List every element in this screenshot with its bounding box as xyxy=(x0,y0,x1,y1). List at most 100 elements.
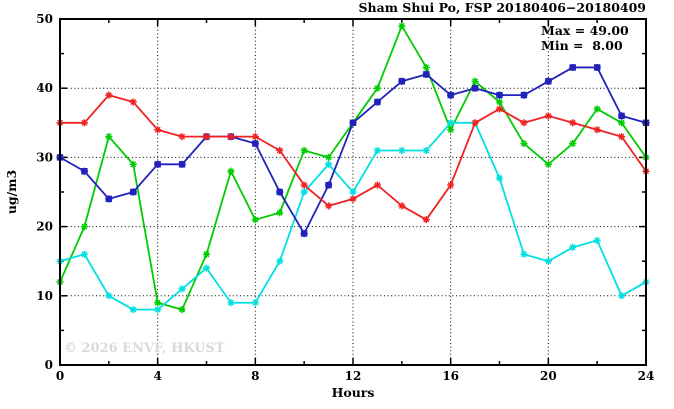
series-red-marker xyxy=(202,133,211,141)
series-green-marker xyxy=(569,139,577,148)
series-cyan-marker xyxy=(544,257,552,265)
series-blue-marker xyxy=(520,91,528,99)
series-green-marker xyxy=(324,153,333,161)
series-green-marker xyxy=(178,306,186,314)
series-red-marker xyxy=(154,126,162,134)
series-green-marker xyxy=(373,84,382,92)
series-blue-line xyxy=(59,66,647,235)
chart-title: Sham Shui Po, FSP 20180406−20180409 xyxy=(359,0,647,15)
series-cyan-marker xyxy=(154,306,162,314)
series-cyan-marker xyxy=(324,160,333,168)
series-blue-marker xyxy=(569,63,577,72)
series-green-marker xyxy=(520,139,528,148)
series-green-marker xyxy=(617,119,626,127)
series-red-marker xyxy=(544,112,552,120)
series-cyan-marker xyxy=(276,257,284,265)
series-blue-marker xyxy=(422,70,430,78)
y-tick-label: 40 xyxy=(36,81,53,95)
series-cyan-marker xyxy=(422,146,430,155)
max-value-label: Max = 49.00 xyxy=(541,23,629,38)
series-red-marker xyxy=(373,181,382,189)
series-cyan-marker xyxy=(520,250,528,258)
series-cyan-marker xyxy=(129,306,137,314)
min-value-label: Min = 8.00 xyxy=(541,38,623,53)
x-tick-label: 24 xyxy=(638,369,655,383)
series-cyan-marker xyxy=(80,250,89,258)
series-green-line xyxy=(59,25,647,311)
series-blue-marker xyxy=(349,119,357,127)
series-blue-marker xyxy=(373,98,382,106)
watermark: © 2026 ENVF, HKUST xyxy=(64,341,225,356)
series-red-marker xyxy=(593,126,601,134)
series-blue-marker xyxy=(251,139,259,148)
series-cyan-marker xyxy=(178,285,186,293)
series-green-marker xyxy=(495,98,504,106)
series-cyan-marker xyxy=(300,188,308,196)
series-cyan-marker xyxy=(202,264,211,272)
series-cyan-marker xyxy=(569,243,577,251)
series-blue-marker xyxy=(276,188,284,196)
series-green-marker xyxy=(398,22,406,30)
series-cyan-marker xyxy=(105,292,113,300)
series-cyan-marker xyxy=(617,292,626,300)
series-blue-marker xyxy=(129,188,137,196)
x-tick-label: 16 xyxy=(442,369,459,383)
series-red-marker xyxy=(178,133,186,141)
x-axis-label: Hours xyxy=(332,385,375,400)
series-cyan-marker xyxy=(398,146,406,155)
x-tick-label: 4 xyxy=(153,369,161,383)
series-blue-marker xyxy=(593,63,601,72)
series-green-marker xyxy=(202,250,211,258)
series-blue-marker xyxy=(617,112,626,120)
series-green-marker xyxy=(129,160,137,168)
series-blue-marker xyxy=(495,91,504,99)
series-red-marker xyxy=(520,119,528,127)
series-green-marker xyxy=(422,63,430,72)
series-blue-marker xyxy=(544,77,552,85)
series-green-marker xyxy=(593,105,601,113)
series-red-marker xyxy=(617,133,626,141)
series-green-marker xyxy=(471,77,479,85)
series-blue-marker xyxy=(324,181,333,189)
y-tick-label: 50 xyxy=(36,12,53,26)
y-tick-label: 0 xyxy=(45,358,53,372)
series-blue-marker xyxy=(105,195,113,203)
series-cyan-marker xyxy=(447,119,455,127)
y-tick-label: 30 xyxy=(36,150,53,164)
series-red-marker xyxy=(300,181,308,189)
series-green-marker xyxy=(300,146,308,155)
series-red-marker xyxy=(422,216,430,224)
series-red-marker xyxy=(349,195,357,203)
series-red-marker xyxy=(324,202,333,210)
series-green-marker xyxy=(544,160,552,168)
series-blue-marker xyxy=(447,91,455,99)
series-blue-marker xyxy=(154,160,162,168)
series-red-marker xyxy=(398,202,406,210)
series-cyan-marker xyxy=(349,188,357,196)
series-red-marker xyxy=(276,146,284,155)
series-green-marker xyxy=(276,209,284,217)
series-red-marker xyxy=(80,119,89,127)
series-cyan-line xyxy=(59,121,647,311)
series-green-marker xyxy=(227,167,235,175)
series-blue-marker xyxy=(80,167,89,175)
x-tick-label: 12 xyxy=(345,369,362,383)
x-tick-label: 8 xyxy=(251,369,259,383)
y-tick-label: 10 xyxy=(36,289,53,303)
y-tick-label: 20 xyxy=(36,220,53,234)
series-cyan-marker xyxy=(227,299,235,307)
series-cyan-marker xyxy=(495,174,504,182)
series-blue-marker xyxy=(471,84,479,92)
series-red-marker xyxy=(129,98,137,106)
series-cyan-marker xyxy=(373,146,382,155)
series-blue-marker xyxy=(300,229,308,238)
series-red-marker xyxy=(227,133,235,141)
plot-area: 0 4 8 12 16 20 24 0 10 20 30 40 50 xyxy=(36,12,654,383)
series-green-marker xyxy=(251,216,259,224)
series-cyan-marker xyxy=(593,236,601,245)
series-red-marker xyxy=(251,133,259,141)
series-red-marker xyxy=(105,91,113,99)
y-axis-label: ug/m3 xyxy=(4,170,19,214)
